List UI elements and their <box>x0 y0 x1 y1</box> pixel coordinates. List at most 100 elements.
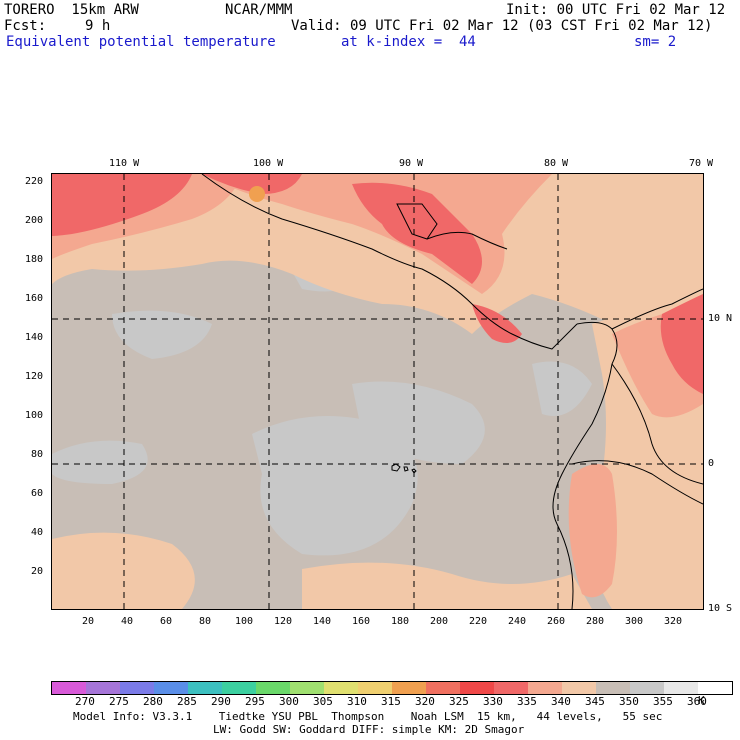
lat-label-10s: 10 S <box>708 603 733 614</box>
colorbar-level-label: 305 <box>313 695 333 708</box>
x-tick: 140 <box>313 616 332 627</box>
colorbar-swatch <box>460 682 494 694</box>
colorbar <box>51 681 733 695</box>
map-field <box>52 174 703 609</box>
x-tick: 40 <box>121 616 134 627</box>
colorbar-level-label: 340 <box>551 695 571 708</box>
colorbar-level-label: 280 <box>143 695 163 708</box>
x-tick: 280 <box>586 616 605 627</box>
colorbar-swatch <box>256 682 290 694</box>
y-tick: 100 <box>25 410 44 421</box>
field-salmon-north <box>52 174 703 334</box>
field-gray-patch <box>112 310 212 359</box>
field-red-guatemala <box>352 182 482 284</box>
country-border <box>571 460 703 505</box>
colorbar-swatch <box>154 682 188 694</box>
x-tick: 60 <box>160 616 173 627</box>
colorbar-level-label: 310 <box>347 695 367 708</box>
y-tick: 220 <box>25 176 44 187</box>
colorbar-swatch <box>596 682 630 694</box>
physics-info-line: LW: Godd SW: Goddard DIFF: simple KM: 2D… <box>213 723 525 736</box>
y-tick: 80 <box>31 449 44 460</box>
center-label: NCAR/MMM <box>225 2 293 18</box>
x-tick: 200 <box>430 616 449 627</box>
colorbar-level-label: 290 <box>211 695 231 708</box>
colorbar-level-label: 270 <box>75 695 95 708</box>
colorbar-swatch <box>120 682 154 694</box>
colorbar-unit: K <box>698 694 705 707</box>
coastline-pacific <box>201 174 578 350</box>
colorbar-level-label: 300 <box>279 695 299 708</box>
colorbar-level-label: 345 <box>585 695 605 708</box>
x-tick: 20 <box>82 616 95 627</box>
colorbar-swatch <box>86 682 120 694</box>
lon-label-100w: 100 W <box>253 158 284 169</box>
colorbar-swatch <box>392 682 426 694</box>
country-border <box>611 363 703 485</box>
colorbar-level-label: 350 <box>619 695 639 708</box>
lat-label-10n: 10 N <box>708 313 733 324</box>
map-panel <box>51 173 704 610</box>
forecast-hour: 9 h <box>85 18 111 34</box>
colorbar-swatch <box>528 682 562 694</box>
y-tick: 140 <box>25 332 44 343</box>
colorbar-level-label: 315 <box>381 695 401 708</box>
x-tick: 220 <box>469 616 488 627</box>
colorbar-swatch <box>358 682 392 694</box>
lat-label-0: 0 <box>708 458 715 469</box>
colorbar-swatch <box>52 682 86 694</box>
y-tick: 60 <box>31 488 44 499</box>
lon-label-80w: 80 W <box>544 158 569 169</box>
valid-time: Valid: 09 UTC Fri 02 Mar 12 (03 CST Fri … <box>291 18 713 34</box>
y-tick: 120 <box>25 371 44 382</box>
y-tick: 200 <box>25 215 44 226</box>
init-time: Init: 00 UTC Fri 02 Mar 12 <box>506 2 726 18</box>
colorbar-level-label: 295 <box>245 695 265 708</box>
y-tick: 160 <box>25 293 44 304</box>
colorbar-level-label: 325 <box>449 695 469 708</box>
x-tick: 300 <box>625 616 644 627</box>
lon-label-90w: 90 W <box>399 158 424 169</box>
colorbar-swatch <box>562 682 596 694</box>
field-salmon-south <box>302 562 592 609</box>
smoothing-label: sm= 2 <box>634 34 677 50</box>
colorbar-swatch <box>630 682 664 694</box>
colorbar-swatch <box>664 682 698 694</box>
field-gray-patch <box>252 416 418 556</box>
colorbar-swatch <box>290 682 324 694</box>
country-border <box>396 203 438 240</box>
x-tick: 120 <box>274 616 293 627</box>
x-tick: 260 <box>547 616 566 627</box>
colorbar-level-label: 285 <box>177 695 197 708</box>
field-gray-patch <box>352 381 485 464</box>
y-tick: 40 <box>31 527 44 538</box>
field-salmon-sw <box>52 532 195 609</box>
forecast-label: Fcst: <box>4 18 47 34</box>
colorbar-level-label: 360 <box>687 695 707 708</box>
colorbar-level-label: 335 <box>517 695 537 708</box>
graticule <box>52 174 703 609</box>
field-gray-patch <box>532 361 592 416</box>
coastline-caribbean <box>611 288 703 330</box>
y-tick: 20 <box>31 566 44 577</box>
colorbar-swatch <box>494 682 528 694</box>
model-info-line: Model Info: V3.3.1 Tiedtke YSU PBL Thomp… <box>73 710 663 723</box>
x-tick: 180 <box>391 616 410 627</box>
colorbar-level-label: 275 <box>109 695 129 708</box>
model-title: TORERO 15km ARW <box>4 2 139 18</box>
colorbar-swatch <box>324 682 358 694</box>
x-tick: 320 <box>664 616 683 627</box>
colorbar-swatch <box>426 682 460 694</box>
field-name: Equivalent potential temperature <box>6 34 276 50</box>
lon-label-70w: 70 W <box>689 158 714 169</box>
x-tick: 100 <box>235 616 254 627</box>
field-red-mexico <box>202 174 302 194</box>
colorbar-swatch <box>222 682 256 694</box>
y-tick: 180 <box>25 254 44 265</box>
colorbar-swatch <box>698 682 732 694</box>
colorbar-level-label: 355 <box>653 695 673 708</box>
field-red-nw <box>52 174 192 236</box>
colorbar-level-label: 330 <box>483 695 503 708</box>
x-tick: 160 <box>352 616 371 627</box>
x-tick: 240 <box>508 616 527 627</box>
